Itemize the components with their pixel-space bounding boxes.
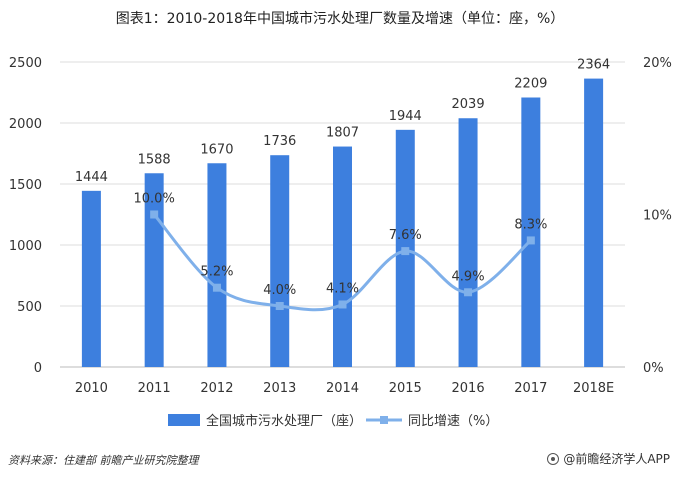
source-note: 资料来源：住建部 前瞻产业研究院整理: [8, 454, 199, 467]
growth-value-label: 8.3%: [514, 217, 547, 232]
bar-value-label: 1670: [200, 142, 233, 157]
legend-label-bar: 全国城市污水处理厂（座）: [206, 413, 362, 429]
bar: [333, 146, 352, 367]
growth-point: [401, 247, 410, 256]
y-left-tick-label: 1000: [9, 239, 42, 254]
x-tick-label: 2010: [75, 381, 108, 396]
x-tick-label: 2018E: [573, 381, 614, 396]
brand-label: @前瞻经济学人APP: [547, 450, 670, 467]
bar: [270, 155, 290, 367]
x-tick-label: 2017: [514, 381, 547, 396]
growth-value-label: 4.0%: [263, 283, 296, 298]
y-right-tick-label: 20%: [643, 56, 672, 71]
legend-label-line: 同比增速（%）: [408, 414, 498, 429]
bar: [81, 190, 101, 367]
growth-point: [275, 302, 284, 310]
bar-value-label: 2364: [577, 58, 610, 73]
x-tick-label: 2011: [138, 381, 171, 396]
y-left-tick-label: 0: [34, 361, 42, 376]
bar-value-label: 1807: [326, 126, 359, 141]
growth-value-label: 5.2%: [200, 265, 233, 280]
legend-swatch-marker: [380, 416, 388, 424]
bar: [207, 163, 227, 367]
growth-value-label: 4.1%: [326, 281, 359, 296]
growth-point: [464, 288, 473, 297]
growth-point: [526, 236, 535, 245]
growth-value-label: 4.9%: [452, 269, 485, 284]
bar-value-label: 1944: [389, 109, 422, 124]
bar-value-label: 1444: [75, 170, 108, 185]
y-left-tick-label: 2000: [9, 117, 42, 132]
chart-title: 图表1：2010-2018年中国城市污水处理厂数量及增速（单位：座，%）: [115, 11, 565, 27]
brand-logo-icon: [547, 452, 560, 465]
growth-value-label: 7.6%: [389, 228, 422, 243]
x-tick-label: 2013: [263, 381, 296, 396]
legend-swatch-bar: [168, 414, 200, 426]
x-tick-label: 2016: [452, 381, 485, 396]
bar-value-label: 2209: [514, 77, 547, 92]
bar: [521, 97, 541, 367]
y-left-tick-label: 500: [17, 300, 42, 315]
y-right-tick-label: 0%: [643, 361, 664, 376]
growth-point: [338, 300, 347, 309]
y-left-tick-label: 1500: [9, 178, 42, 193]
bar: [458, 118, 478, 367]
bar-value-label: 1736: [263, 134, 296, 149]
x-tick-label: 2012: [200, 381, 233, 396]
y-right-tick-label: 10%: [643, 209, 672, 224]
x-tick-label: 2014: [326, 381, 359, 396]
y-left-tick-label: 2500: [9, 56, 42, 71]
growth-point: [212, 283, 221, 292]
bar-value-label: 2039: [452, 97, 485, 112]
bar: [584, 78, 604, 367]
brand-text: @前瞻经济学人APP: [563, 452, 670, 466]
bar-value-label: 1588: [138, 152, 171, 167]
x-tick-label: 2015: [389, 381, 422, 396]
growth-value-label: 10.0%: [134, 192, 175, 207]
growth-point: [150, 210, 159, 219]
